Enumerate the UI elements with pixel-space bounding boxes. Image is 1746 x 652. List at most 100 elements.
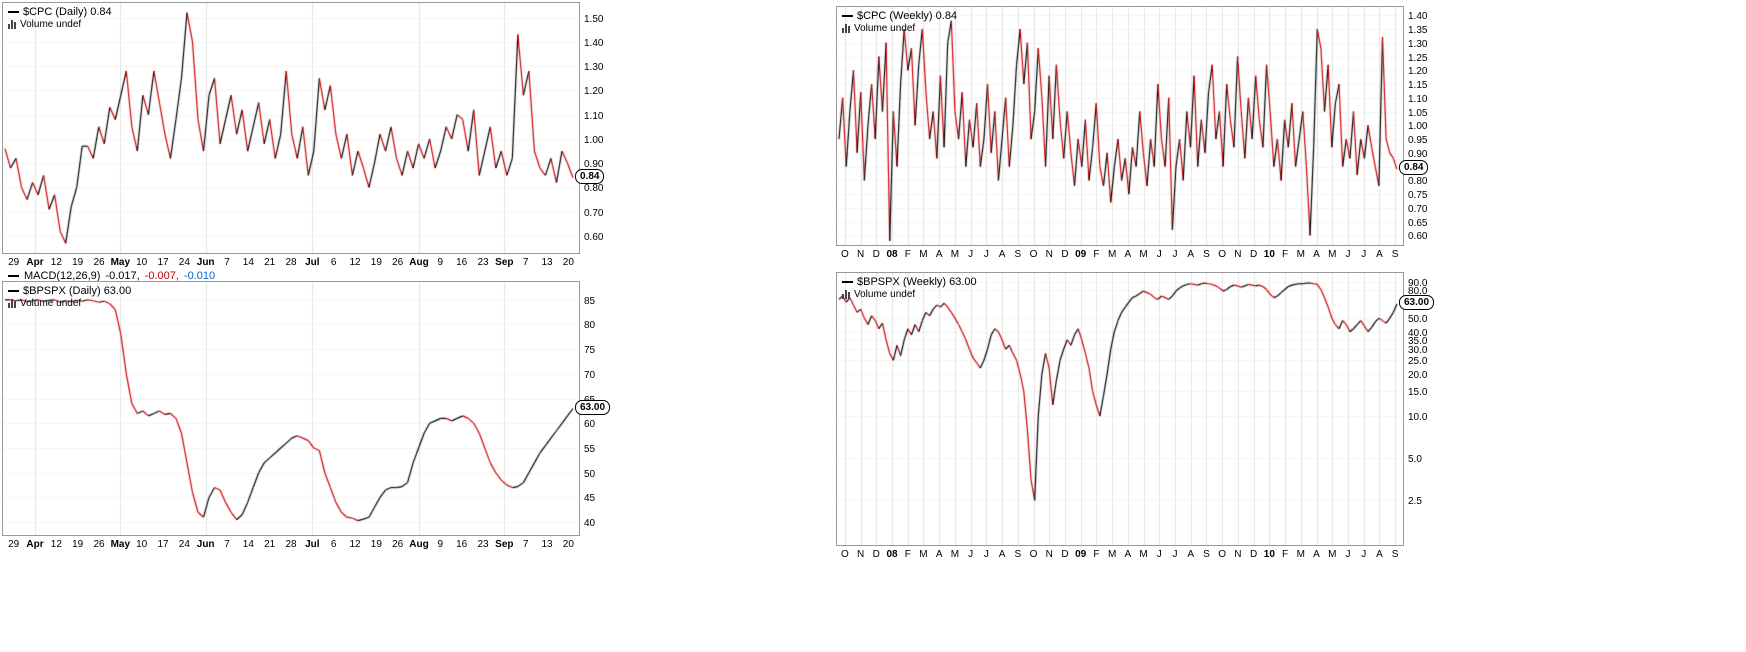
x-tick-label: A	[1124, 249, 1132, 260]
volume-icon	[842, 24, 850, 33]
y-tick-label: 85	[584, 295, 596, 307]
y-tick-label: 50	[584, 468, 596, 480]
x-tick-label: 6	[330, 539, 337, 550]
x-tick-label: J	[1361, 249, 1367, 260]
y-tick-label: 55	[584, 444, 596, 456]
x-tick-label: 26	[392, 539, 404, 550]
chart-legend: $BPSPX (Weekly) 63.00 Volume undef	[842, 275, 977, 301]
x-tick-label: 23	[477, 257, 489, 268]
x-tick-label: 13	[541, 257, 553, 268]
x-tick-label: 10	[1263, 549, 1275, 560]
x-tick-label: A	[1376, 249, 1383, 260]
chart-title: $BPSPX (Daily) 63.00	[23, 284, 132, 297]
x-tick-label: F	[904, 549, 911, 560]
x-tick-label: F	[1282, 249, 1289, 260]
x-tick-label: Jun	[196, 539, 215, 550]
x-tick-label: 26	[93, 539, 105, 550]
legend-volume-row: Volume undef	[842, 288, 977, 301]
x-tick-label: A	[1124, 549, 1132, 560]
y-tick-label: 1.50	[584, 13, 604, 25]
x-tick-label: May	[110, 539, 131, 550]
y-tick-label: 0.70	[584, 207, 604, 219]
y-tick-label: 1.10	[584, 110, 604, 122]
x-tick-label: S	[1391, 549, 1399, 560]
x-tick-label: D	[1250, 549, 1258, 560]
price-line-icon	[842, 280, 853, 283]
x-tick-label: 29	[8, 539, 20, 550]
y-tick-label: 60	[584, 419, 596, 431]
x-tick-label: Apr	[26, 257, 44, 268]
legend-title-row: $BPSPX (Weekly) 63.00	[842, 275, 977, 288]
x-tick-label: 12	[349, 539, 361, 550]
x-tick-label: M	[1296, 549, 1305, 560]
x-tick-label: 19	[370, 539, 382, 550]
chart-title: $CPC (Weekly) 0.84	[857, 9, 958, 22]
x-tick-label: 16	[456, 539, 468, 550]
price-line-icon	[842, 14, 853, 17]
x-tick-label: J	[1172, 249, 1178, 260]
x-tick-label: M	[919, 549, 928, 560]
volume-icon	[8, 20, 16, 29]
x-tick-label: 28	[285, 539, 297, 550]
y-tick-label: 90.0	[1408, 278, 1428, 290]
x-tick-label: M	[1328, 549, 1337, 560]
y-tick-label: 0.80	[1408, 176, 1428, 188]
x-tick-label: A	[1376, 549, 1383, 560]
x-tick-label: 9	[437, 539, 444, 550]
x-axis: O N D 08 F M A M J J A S O N D 09 F M A M J J A S O N D 10 F M A M J J A S	[837, 249, 1477, 263]
x-tick-label: 10	[1263, 249, 1275, 260]
y-tick-label: 0.90	[584, 159, 604, 171]
x-tick-label: O	[1218, 249, 1227, 260]
x-tick-label: M	[919, 249, 928, 260]
x-tick-label: 10	[136, 257, 148, 268]
x-tick-label: 09	[1075, 549, 1087, 560]
x-tick-label: J	[1345, 249, 1351, 260]
y-tick-label: 1.40	[1408, 11, 1428, 23]
x-tick-label: S	[1014, 549, 1022, 560]
y-tick-label: 0.60	[1408, 231, 1428, 243]
macd-legend: MACD(12,26,9) -0.017, -0.007, -0.010	[8, 270, 215, 282]
x-tick-label: 14	[242, 539, 254, 550]
x-tick-label: Sep	[495, 257, 514, 268]
x-tick-label: 13	[541, 539, 553, 550]
y-tick-label: 1.10	[1408, 93, 1428, 105]
x-tick-label: M	[1107, 249, 1117, 260]
cpc-weekly-plot[interactable]	[836, 6, 1404, 246]
y-tick-label: 1.25	[1408, 52, 1428, 64]
y-tick-label: 10.0	[1408, 412, 1428, 424]
x-tick-label: Sep	[495, 539, 514, 550]
x-tick-label: 24	[178, 257, 190, 268]
x-tick-label: O	[840, 549, 849, 560]
bpspx-weekly-plot[interactable]	[836, 272, 1404, 546]
bpspx-daily-plot[interactable]	[2, 281, 580, 536]
x-tick-label: F	[1093, 249, 1100, 260]
y-tick-label: 1.15	[1408, 80, 1428, 92]
x-tick-label: N	[1045, 249, 1053, 260]
cpc-daily-plot[interactable]	[2, 2, 580, 254]
y-tick-label: 45	[584, 493, 596, 505]
y-tick-label: 70	[584, 369, 596, 381]
legend-title-row: $BPSPX (Daily) 63.00	[8, 284, 131, 297]
x-tick-label: N	[856, 549, 865, 560]
x-tick-label: N	[1045, 549, 1053, 560]
x-tick-label: J	[983, 549, 989, 560]
y-tick-label: 40.0	[1408, 327, 1428, 339]
cpc-daily-chart: $CPC (Daily) 0.84 Volume undef 1.50 1.40 1…	[2, 2, 642, 282]
y-tick-label: 30.0	[1408, 345, 1428, 357]
x-tick-label: M	[1328, 249, 1337, 260]
x-tick-label: D	[1061, 249, 1069, 260]
bpspx-daily-chart: $BPSPX (Daily) 63.00 Volume undef 85 80 75…	[2, 281, 642, 561]
x-tick-label: 17	[157, 539, 169, 550]
x-tick-label: 20	[562, 257, 574, 268]
volume-icon	[8, 299, 16, 308]
x-tick-label: A	[1313, 249, 1320, 260]
last-value-badge: 63.00	[1399, 295, 1435, 311]
x-tick-label: J	[1361, 549, 1367, 560]
x-tick-label: 26	[392, 257, 404, 268]
chart-legend: $CPC (Daily) 0.84 Volume undef	[8, 5, 112, 31]
macd-title: MACD(12,26,9)	[24, 270, 101, 282]
last-value-badge: 0.84	[1399, 160, 1429, 176]
x-tick-label: 6	[330, 257, 337, 268]
x-tick-label: M	[1296, 249, 1305, 260]
x-tick-label: 14	[242, 257, 254, 268]
